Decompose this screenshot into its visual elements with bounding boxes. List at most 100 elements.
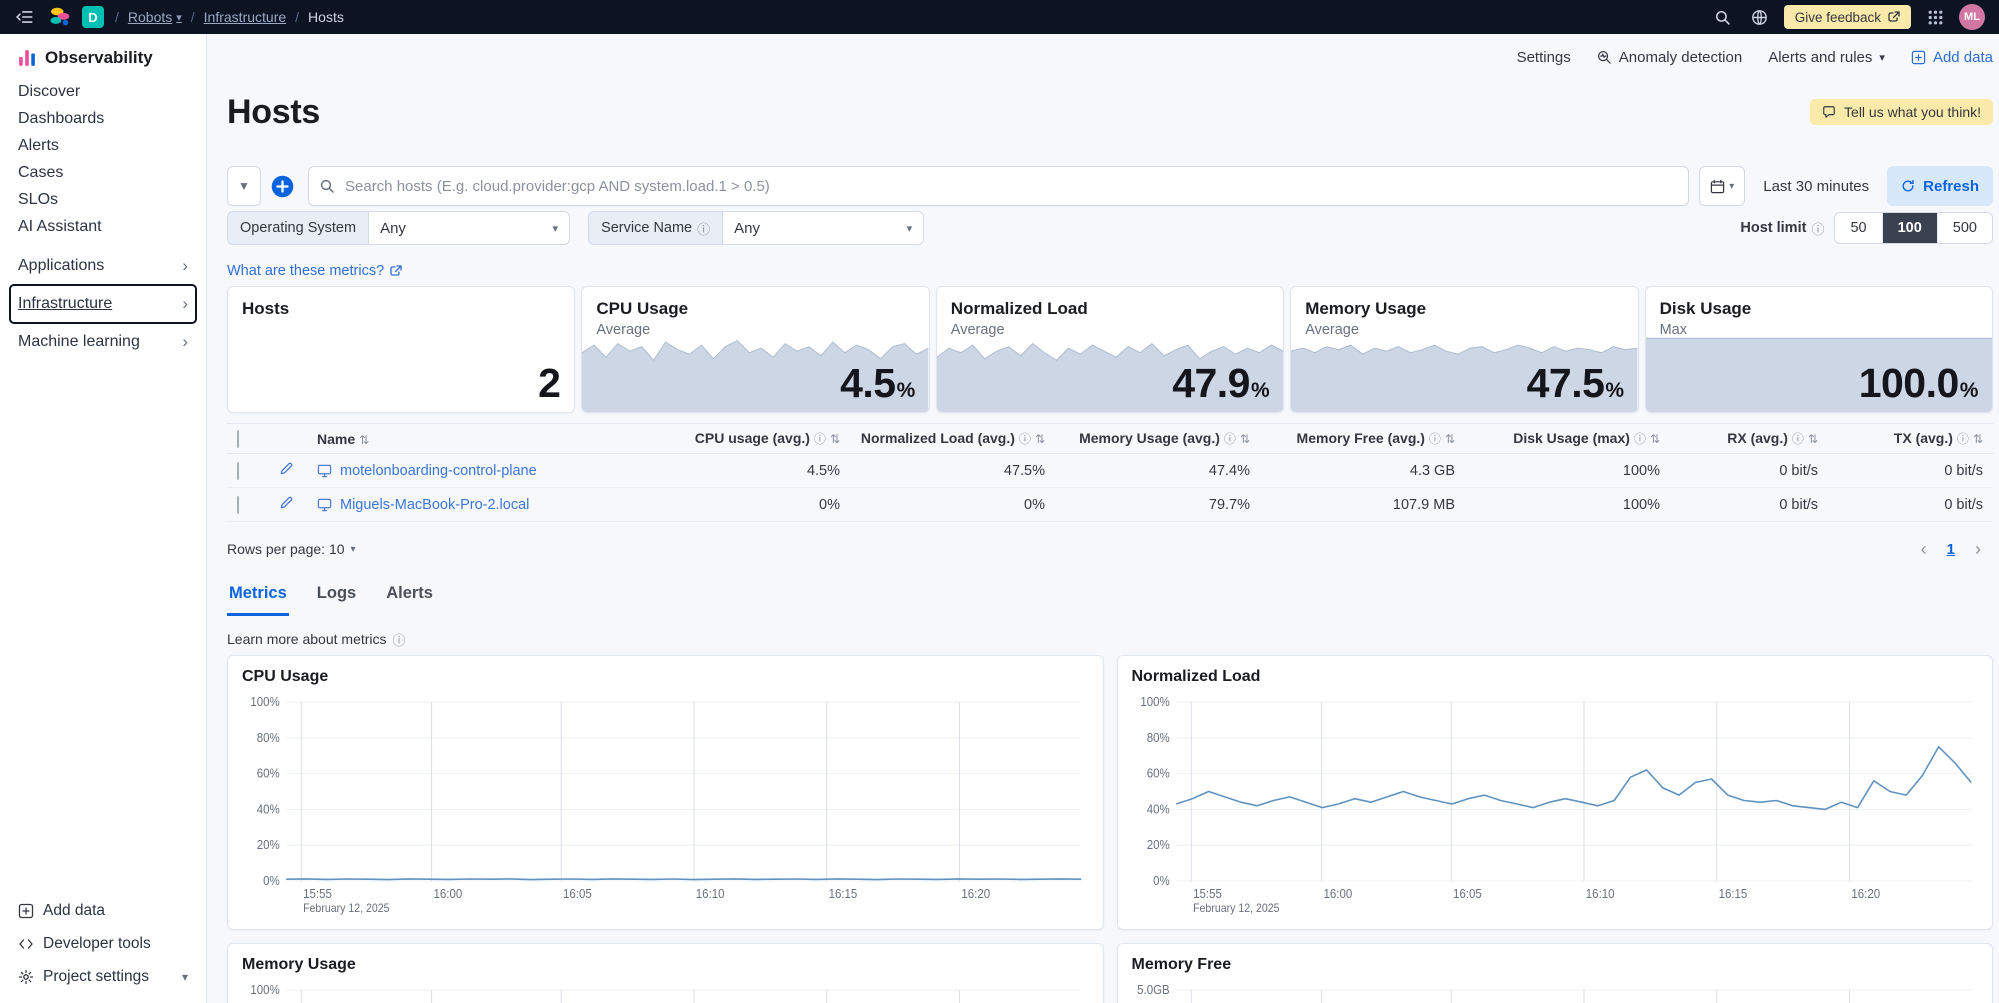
- kpi-tile-normalized-load[interactable]: Normalized Load Average 47.9%: [935, 286, 1285, 413]
- tx-column-header[interactable]: TX (avg.) ⓘ ⇅: [1828, 423, 1993, 454]
- info-icon[interactable]: ⓘ: [1811, 221, 1825, 237]
- sidebar-item-add-data[interactable]: Add data: [10, 894, 196, 927]
- host-limit-100-button[interactable]: 100: [1881, 213, 1937, 243]
- service-name-select[interactable]: Any ▾: [723, 212, 923, 244]
- kpi-tile-disk-usage[interactable]: Disk Usage Max 100.0%: [1644, 286, 1993, 413]
- info-icon[interactable]: ⓘ: [1791, 432, 1804, 446]
- breadcrumb-infrastructure[interactable]: Infrastructure: [203, 9, 287, 25]
- normalized-load-chart-panel: Normalized Load 100% 80% 60% 40% 20% 0% 15:55 F…: [1116, 655, 1993, 930]
- host-limit-500-button[interactable]: 500: [1936, 213, 1992, 243]
- sidebar-section-machine-learning[interactable]: Machine learning ›: [10, 323, 196, 361]
- tell-us-what-you-think-button[interactable]: Tell us what you think!: [1810, 99, 1993, 125]
- sort-icon[interactable]: ⇅: [1972, 432, 1983, 446]
- avatar[interactable]: ML: [1959, 4, 1985, 30]
- info-icon[interactable]: ⓘ: [1428, 432, 1441, 446]
- apps-grid-icon[interactable]: [1922, 4, 1948, 30]
- give-feedback-button[interactable]: Give feedback: [1783, 5, 1911, 29]
- globe-icon[interactable]: [1747, 4, 1773, 30]
- chevron-right-icon: ›: [182, 332, 188, 351]
- memory-free-column-header[interactable]: Memory Free (avg.) ⓘ ⇅: [1260, 423, 1465, 454]
- svg-text:100%: 100%: [250, 695, 280, 710]
- next-page-button[interactable]: ›: [1975, 538, 1981, 559]
- search-icon[interactable]: [1710, 4, 1736, 30]
- sidebar-item-project-settings[interactable]: Project settings ▾: [10, 960, 196, 993]
- column-label: Name: [317, 430, 356, 447]
- sidebar-item-dashboards[interactable]: Dashboards: [10, 105, 196, 132]
- sidebar-nav: Discover Dashboards Alerts Cases SLOs AI…: [10, 78, 196, 240]
- kpi-tile-memory-usage[interactable]: Memory Usage Average 47.5%: [1290, 286, 1639, 413]
- host-name-link[interactable]: motelonboarding-control-plane: [340, 462, 537, 479]
- elastic-logo[interactable]: [49, 6, 71, 28]
- time-range-value[interactable]: Last 30 minutes: [1763, 177, 1870, 195]
- normalized-load-column-header[interactable]: Normalized Load (avg.) ⓘ ⇅: [850, 423, 1055, 454]
- previous-page-button[interactable]: ‹: [1920, 538, 1927, 559]
- memory-free-chart[interactable]: 5.0GB: [1132, 980, 1979, 1003]
- info-icon[interactable]: ⓘ: [1018, 432, 1031, 446]
- add-data-link[interactable]: Add data: [1911, 49, 1993, 66]
- info-icon[interactable]: ⓘ: [1223, 432, 1236, 446]
- saved-query-menu-button[interactable]: ▼: [227, 166, 261, 206]
- add-filter-button[interactable]: [271, 175, 294, 198]
- learn-more-about-metrics[interactable]: Learn more about metrics ⓘ: [227, 630, 1993, 648]
- tab-metrics[interactable]: Metrics: [227, 580, 289, 616]
- sort-icon[interactable]: ⇅: [1444, 432, 1455, 446]
- host-limit-50-button[interactable]: 50: [1835, 213, 1881, 243]
- sidebar-item-ai-assistant[interactable]: AI Assistant: [10, 213, 196, 240]
- sort-icon[interactable]: ⇅: [1807, 432, 1818, 446]
- sidebar-section-applications[interactable]: Applications ›: [10, 247, 196, 285]
- info-icon[interactable]: ⓘ: [392, 632, 406, 648]
- rows-per-page-selector[interactable]: Rows per page: 10 ▾: [227, 541, 356, 557]
- disk-usage-column-header[interactable]: Disk Usage (max) ⓘ ⇅: [1465, 423, 1670, 454]
- collapse-menu-icon[interactable]: [12, 4, 38, 30]
- operating-system-select[interactable]: Any ▾: [369, 212, 569, 244]
- kpi-title: Disk Usage: [1659, 299, 1752, 318]
- sidebar-item-alerts[interactable]: Alerts: [10, 132, 196, 159]
- info-icon[interactable]: ⓘ: [697, 221, 711, 237]
- sidebar-section-infrastructure[interactable]: Infrastructure ›: [9, 284, 197, 324]
- anomaly-detection-link[interactable]: Anomaly detection: [1597, 49, 1742, 66]
- sort-icon[interactable]: ⇅: [1034, 432, 1045, 446]
- info-icon[interactable]: ⓘ: [1633, 432, 1646, 446]
- memory-usage-column-header[interactable]: Memory Usage (avg.) ⓘ ⇅: [1055, 423, 1260, 454]
- info-icon[interactable]: ⓘ: [1956, 432, 1969, 446]
- breadcrumb-robots[interactable]: Robots ▾: [128, 9, 182, 25]
- what-are-these-metrics-link[interactable]: What are these metrics?: [227, 262, 402, 280]
- add-data-icon: [1911, 50, 1926, 65]
- tab-alerts[interactable]: Alerts: [386, 584, 433, 602]
- row-checkbox[interactable]: [237, 495, 239, 514]
- memory-usage-chart[interactable]: 100%: [242, 980, 1089, 1003]
- chart-title: Memory Usage: [242, 956, 356, 973]
- metrics-link-label: What are these metrics?: [227, 263, 385, 279]
- info-icon[interactable]: ⓘ: [813, 432, 826, 446]
- host-name-link[interactable]: Miguels-MacBook-Pro-2.local: [340, 496, 530, 513]
- cpu-usage-column-header[interactable]: CPU usage (avg.) ⓘ ⇅: [645, 423, 850, 454]
- date-picker-button[interactable]: ▾: [1699, 166, 1746, 206]
- column-label: Memory Usage (avg.): [1079, 430, 1220, 446]
- kpi-tile-hosts[interactable]: Hosts 2: [227, 286, 576, 413]
- sort-icon[interactable]: ⇅: [829, 432, 840, 446]
- kpi-value-number: 4.5: [840, 360, 896, 406]
- tab-logs[interactable]: Logs: [316, 584, 357, 602]
- refresh-button[interactable]: Refresh: [1887, 166, 1993, 206]
- rx-column-header[interactable]: RX (avg.) ⓘ ⇅: [1670, 423, 1828, 454]
- space-badge[interactable]: D: [82, 6, 104, 28]
- select-all-checkbox[interactable]: [237, 429, 239, 448]
- edit-pencil-icon[interactable]: [279, 495, 294, 510]
- page-number[interactable]: 1: [1946, 540, 1955, 558]
- row-checkbox[interactable]: [237, 461, 239, 480]
- sidebar-item-cases[interactable]: Cases: [10, 159, 196, 186]
- name-column-header[interactable]: Name ⇅: [307, 423, 645, 454]
- sort-icon[interactable]: ⇅: [1239, 432, 1250, 446]
- sidebar-item-developer-tools[interactable]: Developer tools: [10, 927, 196, 960]
- alerts-and-rules-menu[interactable]: Alerts and rules ▾: [1768, 49, 1885, 66]
- sort-icon[interactable]: ⇅: [1649, 432, 1660, 446]
- sidebar-item-slos[interactable]: SLOs: [10, 186, 196, 213]
- settings-link[interactable]: Settings: [1516, 48, 1571, 66]
- sidebar-item-discover[interactable]: Discover: [10, 78, 196, 105]
- kpi-tile-cpu-usage[interactable]: CPU Usage Average 4.5%: [581, 286, 930, 413]
- search-input[interactable]: [308, 166, 1690, 206]
- sort-icon[interactable]: ⇅: [359, 432, 370, 447]
- edit-pencil-icon[interactable]: [279, 461, 294, 476]
